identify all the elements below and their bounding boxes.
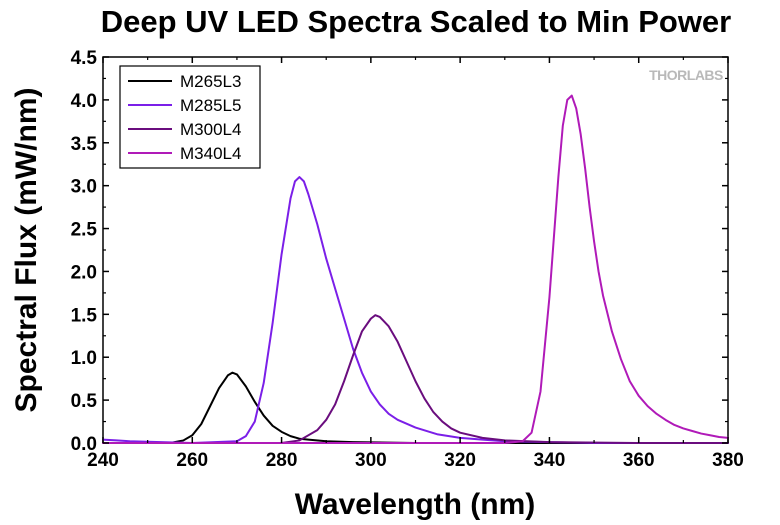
- legend-box: [119, 65, 261, 169]
- chart-title: Deep UV LED Spectra Scaled to Min Power: [101, 4, 732, 39]
- y-tick-label: 4.0: [71, 91, 97, 112]
- series-line-m340l4: [102, 94, 729, 444]
- x-tick-label: 380: [712, 450, 744, 471]
- x-tick-label: 280: [266, 450, 298, 471]
- series-layer: [102, 94, 729, 444]
- y-tick-label: 4.5: [71, 48, 98, 69]
- thorlabs-watermark: THORLABS: [649, 67, 723, 83]
- ticks-layer: 240 260 280 300 320 340 360 380 0.0 0.5 1.0 1.5 2.0 2…: [71, 48, 744, 471]
- x-tick-label: 360: [623, 450, 655, 471]
- x-tick-label: 240: [87, 450, 119, 471]
- x-axis-label: Wavelength (nm): [295, 488, 536, 521]
- legend-label: M285L5: [180, 96, 241, 115]
- y-tick-label: 0.5: [71, 391, 98, 412]
- legend-label: M300L4: [180, 120, 241, 139]
- legend: M265L3 M285L5 M300L4 M340L4: [119, 65, 261, 169]
- legend-label: M265L3: [180, 72, 241, 91]
- series-line-m285l5: [102, 176, 729, 444]
- y-tick-label: 0.0: [71, 434, 97, 455]
- x-tick-label: 260: [176, 450, 208, 471]
- series-line-m265l3: [102, 371, 729, 444]
- y-tick-label: 2.5: [71, 220, 98, 241]
- x-tick-label: 320: [444, 450, 476, 471]
- y-tick-label: 2.0: [71, 262, 97, 283]
- legend-label: M340L4: [180, 144, 241, 163]
- x-tick-label: 300: [355, 450, 387, 471]
- y-tick-label: 1.5: [71, 305, 98, 326]
- y-tick-label: 3.5: [71, 134, 98, 155]
- y-tick-label: 1.0: [71, 348, 97, 369]
- x-tick-label: 340: [534, 450, 566, 471]
- y-axis-label: Spectral Flux (mW/nm): [10, 87, 43, 412]
- series-line-m300l4: [102, 314, 729, 444]
- y-tick-label: 3.0: [71, 177, 97, 198]
